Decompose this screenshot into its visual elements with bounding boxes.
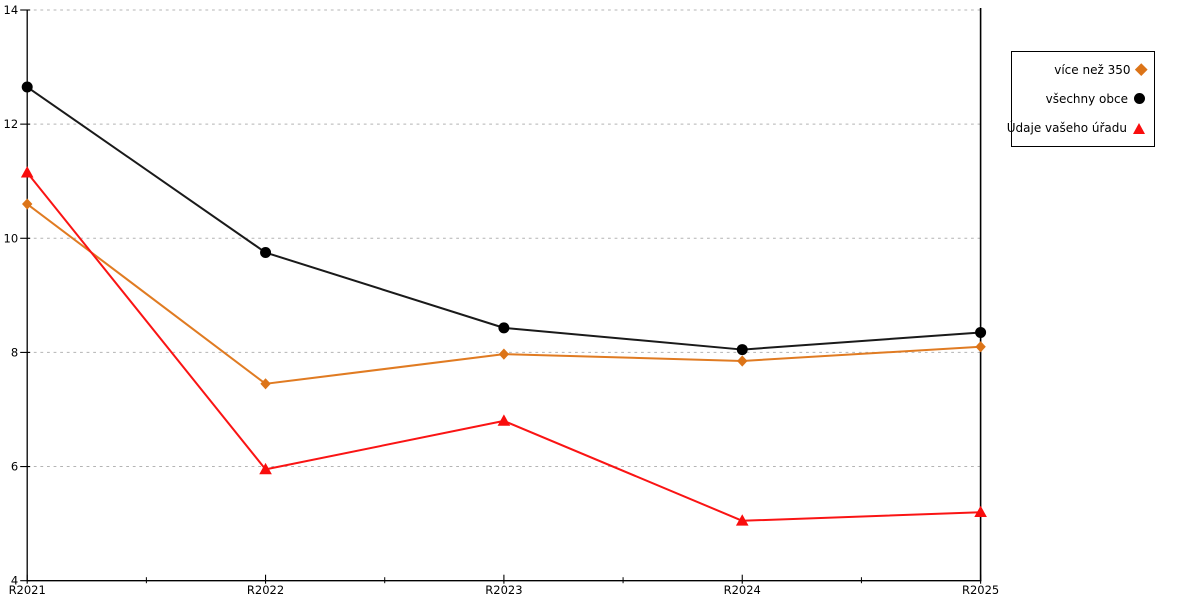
triangle-icon bbox=[1133, 122, 1145, 134]
y-tick-label: 14 bbox=[4, 3, 19, 17]
y-tick-label: 8 bbox=[11, 345, 18, 359]
circle-marker bbox=[498, 322, 510, 334]
triangle-marker bbox=[497, 414, 511, 426]
legend-label: všechny obce bbox=[1045, 91, 1128, 106]
series-group bbox=[20, 81, 987, 526]
diamond-icon bbox=[1134, 63, 1147, 76]
circle-icon bbox=[1134, 93, 1145, 105]
x-tick-label: R2025 bbox=[962, 583, 999, 597]
legend-item: Údaje vašeho úřadu bbox=[1007, 122, 1145, 134]
legend-label: Údaje vašeho úřadu bbox=[1006, 121, 1127, 136]
diamond-marker bbox=[22, 198, 33, 210]
triangle-marker bbox=[20, 166, 34, 178]
series-circle bbox=[21, 81, 987, 356]
diamond-marker bbox=[737, 355, 748, 367]
triangle-marker bbox=[974, 505, 987, 518]
series-triangle bbox=[20, 166, 987, 526]
diamond-marker bbox=[260, 378, 271, 390]
y-tick-label: 6 bbox=[11, 460, 18, 474]
series-line bbox=[26, 172, 981, 522]
x-tick-label: R2022 bbox=[247, 583, 284, 597]
axes bbox=[26, 8, 982, 582]
legend-item: více než 350 bbox=[1054, 62, 1147, 77]
series-line bbox=[26, 86, 981, 351]
series-diamond bbox=[22, 198, 986, 390]
legend: více než 350 všechny obce Údaje vašeho ú… bbox=[1007, 51, 1155, 147]
y-tick-label: 12 bbox=[4, 117, 19, 131]
circle-marker bbox=[21, 81, 33, 93]
x-tick-label: R2023 bbox=[485, 583, 522, 597]
triangle-marker bbox=[259, 462, 272, 475]
y-tick-label: 10 bbox=[4, 231, 19, 245]
diamond-marker bbox=[975, 341, 986, 353]
circle-marker bbox=[736, 344, 748, 356]
gridlines bbox=[27, 9, 981, 468]
y-tick-label: 4 bbox=[11, 574, 18, 588]
axis-ticks bbox=[20, 9, 982, 584]
circle-marker bbox=[975, 326, 987, 338]
x-tick-label: R2024 bbox=[724, 583, 761, 597]
triangle-marker bbox=[735, 514, 749, 526]
legend-label: více než 350 bbox=[1054, 62, 1131, 77]
diamond-marker bbox=[498, 348, 510, 360]
axis-labels: 4 6 8 10 12 14 R2021 R2022 R2023 R2024 R2025 bbox=[4, 3, 1000, 597]
legend-item: všechny obce bbox=[1046, 93, 1145, 105]
circle-marker bbox=[260, 247, 272, 259]
x-tick-label: R2021 bbox=[9, 583, 46, 597]
